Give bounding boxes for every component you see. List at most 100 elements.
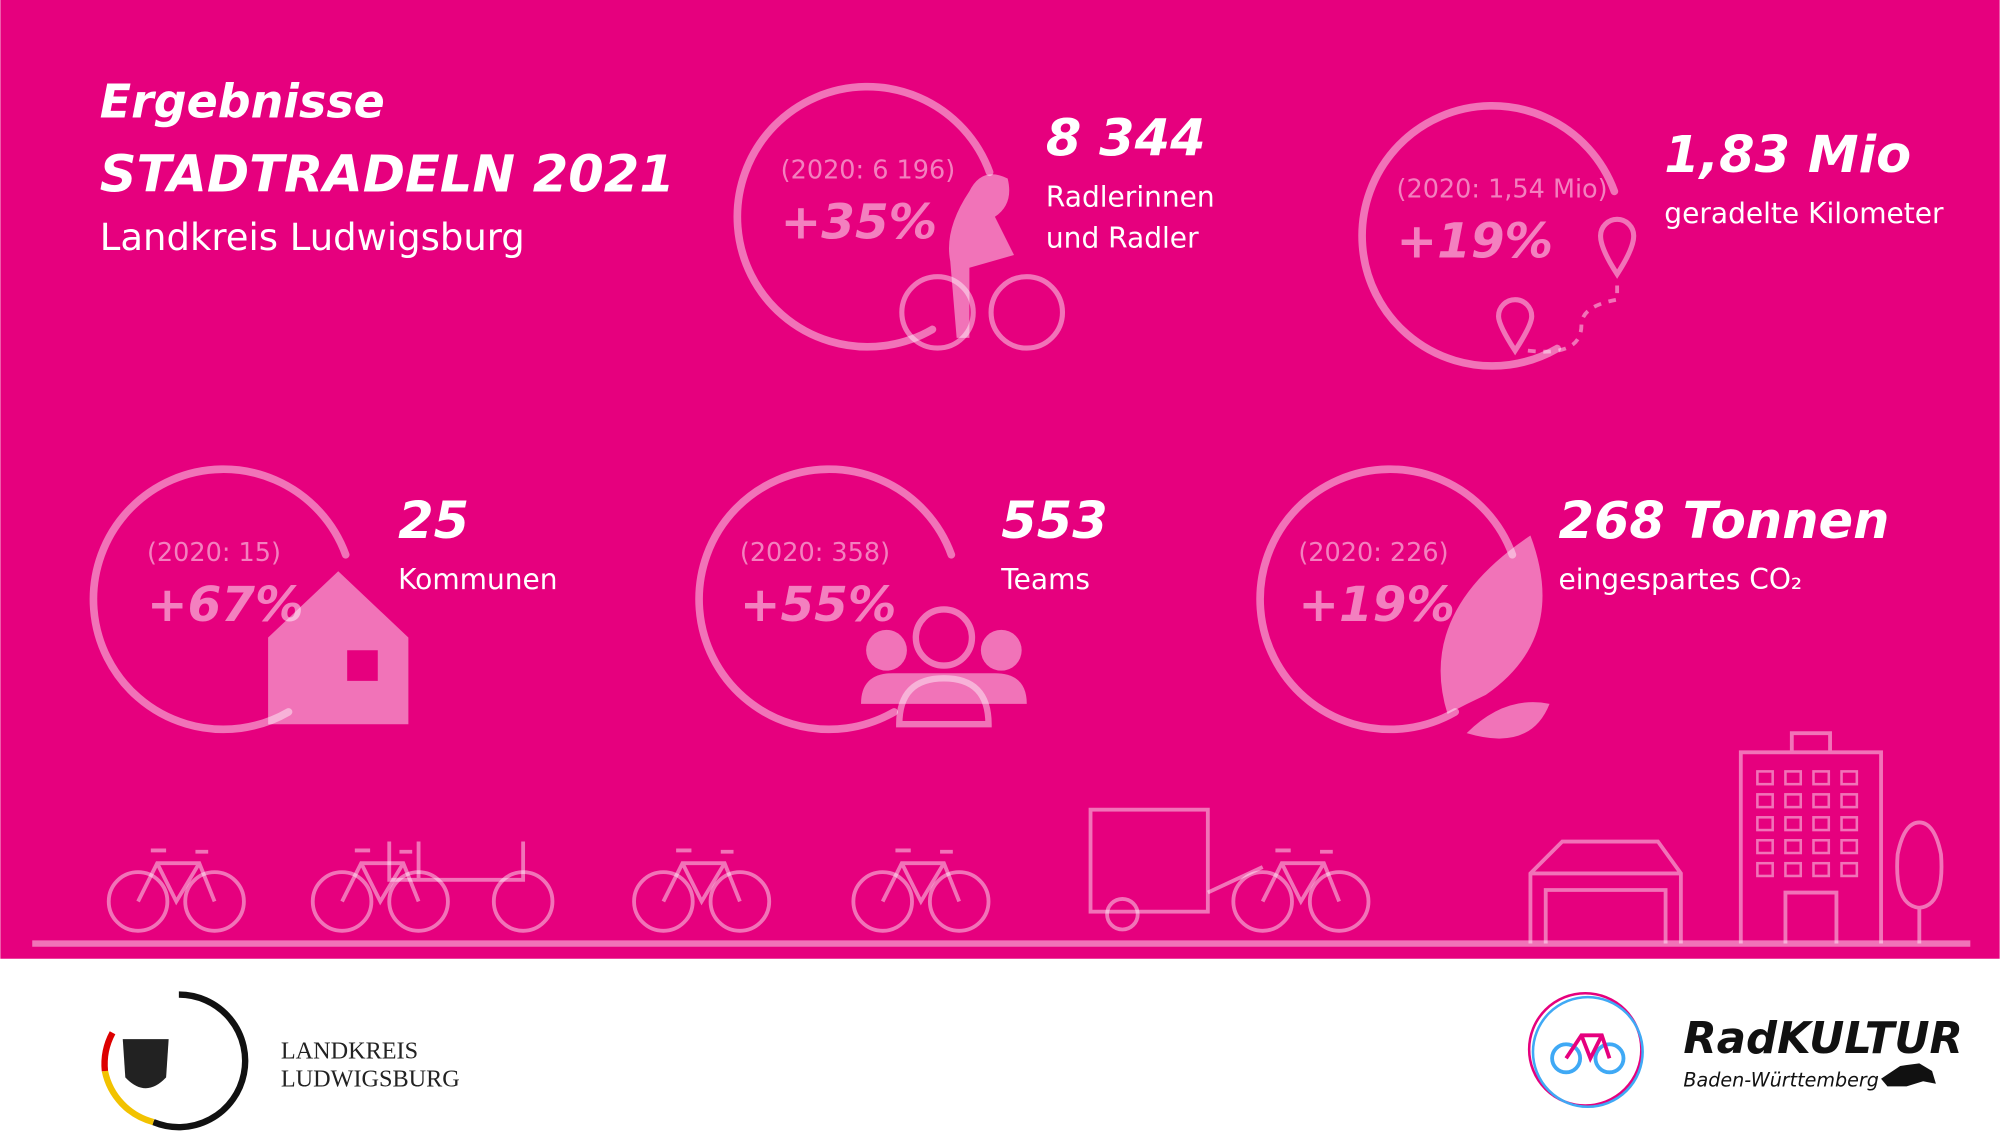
- title: Ergebnisse: [100, 74, 385, 128]
- progress-arc: [1358, 102, 1619, 370]
- icon: [1895, 820, 1944, 944]
- change-percent: +67%: [147, 577, 304, 633]
- icon: [1812, 770, 1831, 786]
- change-percent: +19%: [1298, 577, 1455, 633]
- icon: [1756, 770, 1774, 786]
- stat-label: und Radler: [1046, 221, 1199, 254]
- icon: [1598, 216, 1637, 279]
- background: [0, 0, 2000, 959]
- icon: [1784, 770, 1803, 786]
- icon: [1812, 861, 1831, 878]
- radkultur-logo: RadKULTUR Baden-Württemberg: [1527, 991, 1963, 1109]
- icon: [1756, 816, 1774, 832]
- icon: [851, 870, 914, 933]
- stat-value: 268 Tonnen: [1558, 492, 1889, 551]
- stat-value: 8 344: [1046, 110, 1206, 169]
- footer-background: [0, 958, 2000, 1145]
- icon: [1756, 793, 1774, 809]
- icon: [106, 870, 170, 933]
- icon: [912, 606, 976, 669]
- progress-arc: [695, 465, 956, 734]
- icon: [1528, 839, 1683, 944]
- landkreis-logo: LANDKREIS LUDWIGSBURG: [101, 991, 460, 1131]
- icon: [1784, 793, 1803, 809]
- stat-label: geradelte Kilometer: [1664, 197, 1944, 230]
- change-percent: +19%: [1397, 214, 1554, 270]
- icon: [1756, 838, 1774, 855]
- icon: [899, 274, 976, 351]
- previous-value: (2020: 15): [147, 538, 281, 568]
- stat-label: eingespartes CO₂: [1558, 563, 1802, 596]
- icon: [1260, 848, 1341, 906]
- icon: [896, 675, 992, 728]
- icon: [1738, 731, 1883, 944]
- icon: [1466, 702, 1550, 739]
- icon: [880, 848, 961, 906]
- icon: [866, 629, 907, 671]
- icon: [1088, 807, 1210, 914]
- icon: [1812, 793, 1831, 809]
- icon: [1440, 535, 1543, 715]
- logo-arc-red: [101, 1031, 116, 1072]
- icon: [708, 870, 772, 933]
- icon: [1840, 770, 1859, 786]
- logo-arc: [152, 991, 249, 1131]
- progress-arc: [89, 465, 350, 734]
- icon: [1207, 865, 1264, 895]
- previous-value: (2020: 226): [1298, 538, 1448, 568]
- logo-shield: [122, 1039, 169, 1089]
- icon: [1784, 816, 1803, 832]
- stat-label: Teams: [1000, 563, 1090, 596]
- icon: [387, 870, 450, 933]
- icon: [1812, 816, 1831, 832]
- logo-bike-wheel: [1550, 1042, 1583, 1075]
- logo-bike-frame: [1564, 1033, 1612, 1064]
- icon: [1812, 838, 1831, 855]
- icon: [1840, 838, 1859, 855]
- logo-text: LUDWIGSBURG: [281, 1065, 460, 1092]
- logo-lion: [1881, 1063, 1936, 1087]
- stat-label: Radlerinnen: [1046, 181, 1215, 214]
- icon: [183, 870, 246, 933]
- logo-name: RadKULTUR: [1683, 1014, 1962, 1064]
- icon: [1840, 861, 1859, 878]
- icon: [632, 870, 695, 933]
- progress-arc: [733, 82, 994, 351]
- stat-value: 553: [1001, 492, 1107, 551]
- icon: [1105, 897, 1140, 932]
- logo-text: LANDKREIS: [281, 1037, 418, 1064]
- icon: [268, 571, 409, 725]
- icon: [387, 841, 526, 882]
- icon: [1840, 793, 1859, 809]
- change-percent: +55%: [740, 577, 897, 633]
- logo-arc-gold: [101, 1070, 155, 1126]
- icon: [1784, 861, 1803, 878]
- icon: [136, 848, 217, 906]
- stat-label: Kommunen: [398, 563, 557, 596]
- icon: [948, 174, 1015, 338]
- icon: [861, 673, 1027, 704]
- subtitle: STADTRADELN 2021: [100, 145, 675, 204]
- icon: [661, 848, 742, 906]
- icon: [310, 870, 374, 933]
- stat-value: 1,83 Mio: [1664, 126, 1911, 185]
- icon: [1840, 816, 1859, 832]
- change-percent: +35%: [781, 194, 938, 250]
- previous-value: (2020: 1,54 Mio): [1397, 175, 1608, 205]
- logo-region: Baden-Württemberg: [1683, 1068, 1878, 1091]
- icon: [1495, 297, 1535, 356]
- progress-arc: [1256, 465, 1517, 734]
- region: Landkreis Ludwigsburg: [100, 216, 525, 259]
- icon: [988, 274, 1066, 351]
- icon: [1756, 861, 1774, 878]
- previous-value: (2020: 358): [740, 538, 890, 568]
- icon: [491, 870, 555, 933]
- icon: [980, 629, 1022, 671]
- previous-value: (2020: 6 196): [781, 156, 956, 186]
- icon: [340, 848, 421, 906]
- icon: [1784, 838, 1803, 855]
- logo-bike-wheel: [1593, 1042, 1626, 1075]
- icon: [1527, 280, 1620, 354]
